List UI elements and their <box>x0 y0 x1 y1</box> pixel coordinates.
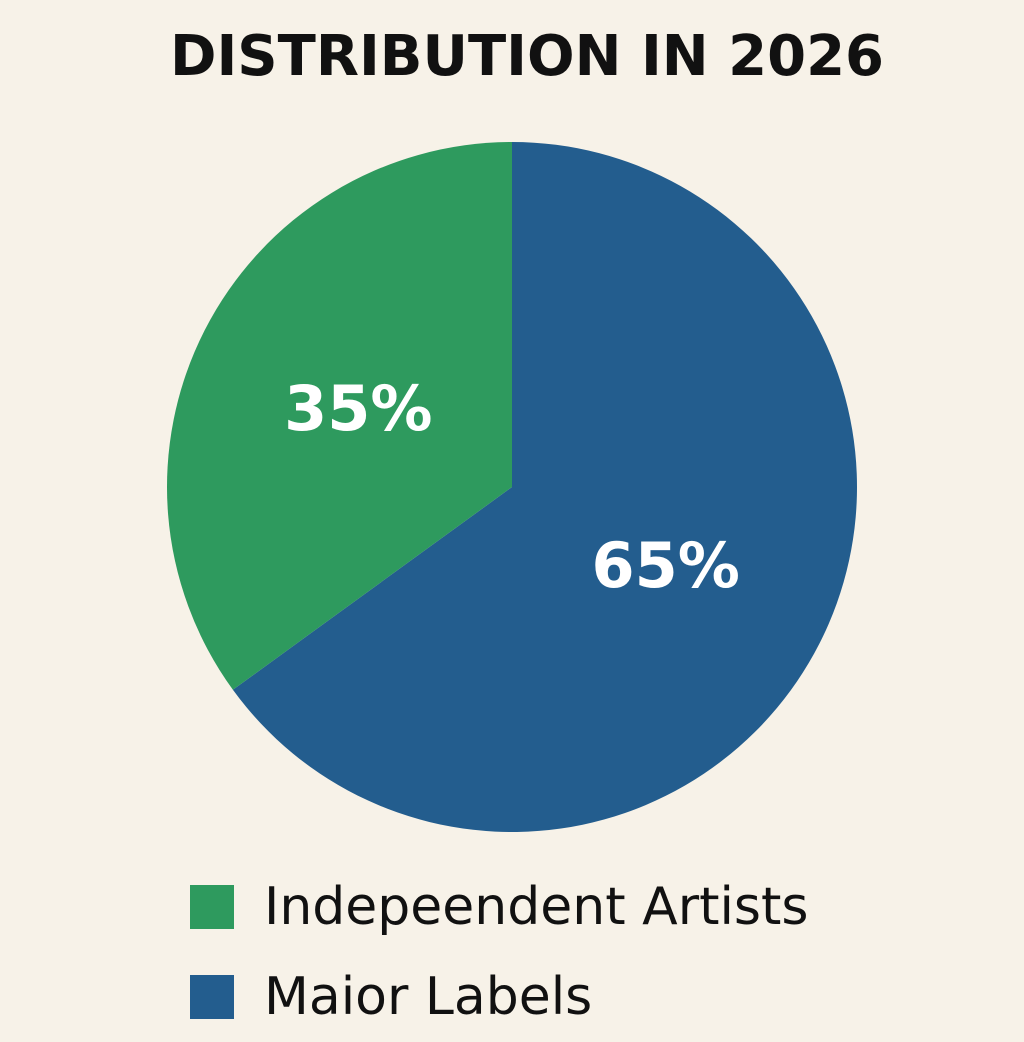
legend: Indepeendent Artists Maior Labels <box>190 862 808 1042</box>
chart-title: DISTRIBUTION IN 2026 <box>169 24 885 89</box>
legend-swatch-independent-artists <box>190 885 234 929</box>
legend-label-independent-artists: Indepeendent Artists <box>264 877 809 937</box>
pie-slice-indepeendent-artists <box>167 142 512 690</box>
pie-slice-value-label-major-labels: 65% <box>591 529 739 602</box>
legend-label-major-labels: Maior Labels <box>264 967 593 1027</box>
legend-swatch-major-labels <box>190 975 234 1019</box>
legend-item-independent-artists: Indepeendent Artists <box>190 862 808 952</box>
legend-item-major-labels: Maior Labels <box>190 952 808 1042</box>
pie-slice-major-labels <box>232 142 857 833</box>
pie-slice-value-label-indepeendent-artists: 35% <box>284 372 432 445</box>
